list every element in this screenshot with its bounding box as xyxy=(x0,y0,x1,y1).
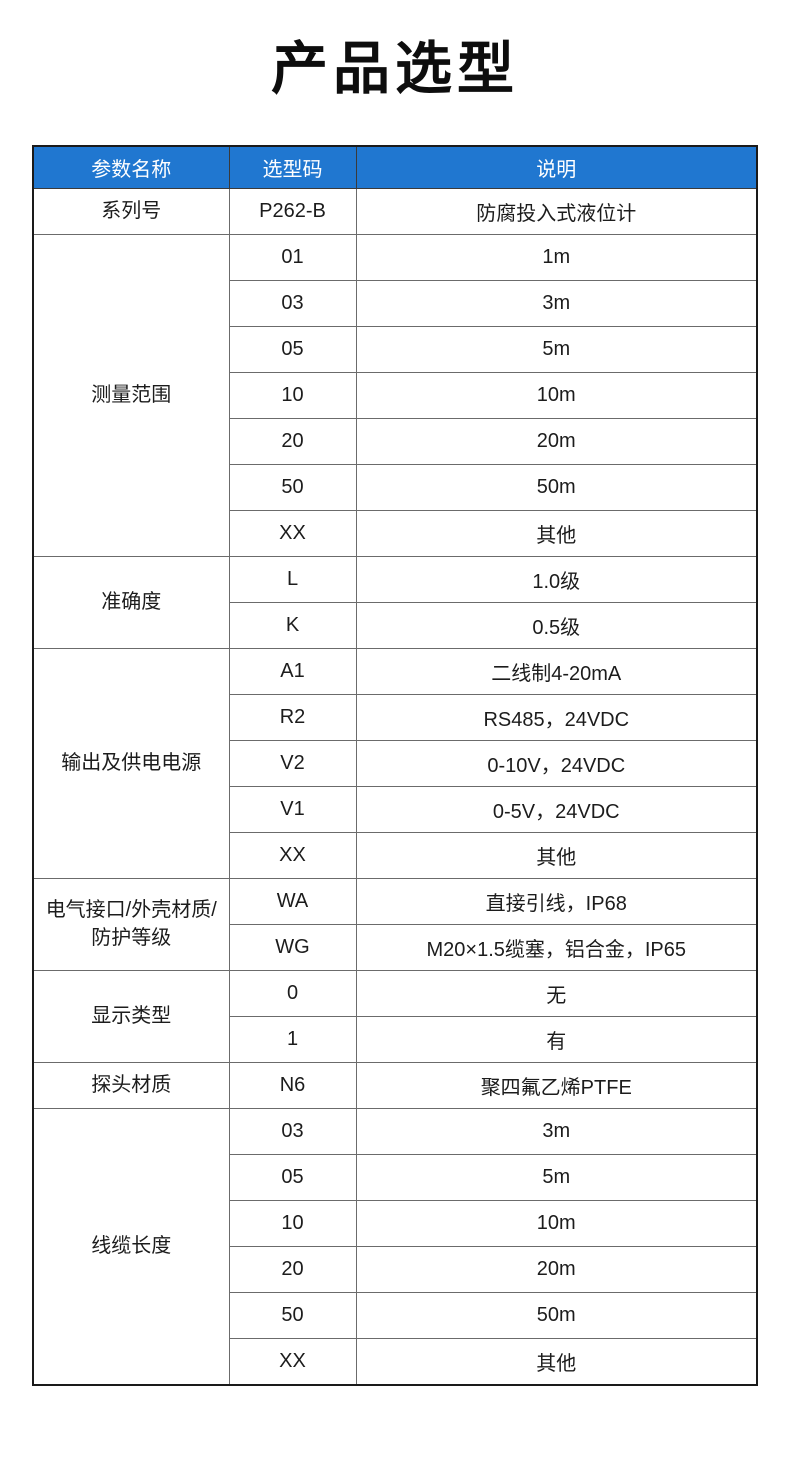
table-row: K 0.5级 xyxy=(33,601,758,649)
param-name-cell: 显示类型 xyxy=(32,969,230,1063)
type-code-cell: 05 xyxy=(228,325,357,373)
table-row: WG M20×1.5缆塞，铝合金，IP65 xyxy=(33,923,758,971)
type-code-cell: P262-B xyxy=(228,187,357,235)
param-name-cell: 准确度 xyxy=(32,555,230,649)
table-row: 10 10m xyxy=(33,371,758,419)
section-electrical-interface-housing-protection: 电气接口/外壳材质/ 防护等级 WA 直接引线，IP68 WG M20×1.5缆… xyxy=(32,877,758,971)
param-name-cell: 测量范围 xyxy=(32,233,230,557)
section-probe-material: 探头材质 N6 聚四氟乙烯PTFE xyxy=(32,1061,758,1109)
table-row: 系列号 P262-B 防腐投入式液位计 xyxy=(32,187,758,235)
table-row: 测量范围 01 1m xyxy=(32,233,758,557)
type-code-cell: A1 xyxy=(228,647,357,695)
type-code-cell: K xyxy=(228,601,357,649)
type-code-cell: WA xyxy=(228,877,357,925)
param-name-cell: 电气接口/外壳材质/ 防护等级 xyxy=(32,877,230,971)
description-cell: M20×1.5缆塞，铝合金，IP65 xyxy=(355,923,758,971)
table-row: XX 其他 xyxy=(33,1337,758,1386)
table-row: 03 3m xyxy=(33,279,758,327)
section-series-number: 系列号 P262-B 防腐投入式液位计 xyxy=(32,187,758,235)
table-row: 电气接口/外壳材质/ 防护等级 WA 直接引线，IP68 xyxy=(32,877,758,971)
description-cell: 50m xyxy=(355,463,758,511)
type-code-cell: XX xyxy=(228,1337,357,1386)
description-cell: 二线制4-20mA xyxy=(355,647,758,695)
table-header: 参数名称 选型码 说明 xyxy=(32,145,758,189)
description-cell: 有 xyxy=(355,1015,758,1063)
type-code-cell: 1 xyxy=(228,1015,357,1063)
section-measuring-range: 测量范围 01 1m 03 3m 05 5m 10 10m 20 20m 50 … xyxy=(32,233,758,557)
section-output-power-supply: 输出及供电电源 A1 二线制4-20mA R2 RS485，24VDC V2 0… xyxy=(32,647,758,879)
type-code-cell: L xyxy=(228,555,357,603)
section-display-type: 显示类型 0 无 1 有 xyxy=(32,969,758,1063)
description-cell: 防腐投入式液位计 xyxy=(355,187,758,235)
table-row: R2 RS485，24VDC xyxy=(33,693,758,741)
type-code-cell: 50 xyxy=(228,463,357,511)
description-cell: 3m xyxy=(355,279,758,327)
page-title: 产品选型 xyxy=(271,37,519,101)
description-cell: 无 xyxy=(355,969,758,1017)
type-code-cell: V2 xyxy=(228,739,357,787)
type-code-cell: 10 xyxy=(228,1199,357,1247)
param-name-cell: 探头材质 xyxy=(32,1061,230,1109)
header-col-desc: 说明 xyxy=(355,145,758,189)
type-code-cell: 01 xyxy=(228,233,357,281)
table-row: 20 20m xyxy=(33,417,758,465)
type-code-cell: 50 xyxy=(228,1291,357,1339)
description-cell: 1m xyxy=(355,233,758,281)
description-cell: 其他 xyxy=(355,509,758,557)
description-cell: 直接引线，IP68 xyxy=(355,877,758,925)
description-cell: 0-5V，24VDC xyxy=(355,785,758,833)
type-code-cell: WG xyxy=(228,923,357,971)
description-cell: 其他 xyxy=(355,1337,758,1386)
description-cell: 5m xyxy=(355,325,758,373)
type-code-cell: 10 xyxy=(228,371,357,419)
table-row: 探头材质 N6 聚四氟乙烯PTFE xyxy=(32,1061,758,1109)
table-row: 线缆长度 03 3m xyxy=(32,1107,758,1386)
table-row: 50 50m xyxy=(33,463,758,511)
type-code-cell: XX xyxy=(228,509,357,557)
type-code-cell: N6 xyxy=(228,1061,357,1109)
section-cable-length: 线缆长度 03 3m 05 5m 10 10m 20 20m 50 50m XX… xyxy=(32,1107,758,1386)
type-code-cell: V1 xyxy=(228,785,357,833)
table-row: 05 5m xyxy=(33,325,758,373)
description-cell: 5m xyxy=(355,1153,758,1201)
header-col-param: 参数名称 xyxy=(32,145,230,189)
header-col-code: 选型码 xyxy=(228,145,357,189)
description-cell: 20m xyxy=(355,417,758,465)
description-cell: 聚四氟乙烯PTFE xyxy=(355,1061,758,1109)
param-name-cell: 系列号 xyxy=(32,187,230,235)
section-accuracy: 准确度 L 1.0级 K 0.5级 xyxy=(32,555,758,649)
table-row: 显示类型 0 无 xyxy=(32,969,758,1063)
table-header-row: 参数名称 选型码 说明 xyxy=(32,145,758,189)
type-code-cell: R2 xyxy=(228,693,357,741)
type-code-cell: 20 xyxy=(228,1245,357,1293)
description-cell: 50m xyxy=(355,1291,758,1339)
table-row: XX 其他 xyxy=(33,831,758,879)
type-code-cell: 03 xyxy=(228,279,357,327)
type-code-cell: 20 xyxy=(228,417,357,465)
table-row: XX 其他 xyxy=(33,509,758,557)
type-code-cell: XX xyxy=(228,831,357,879)
table-row: V1 0-5V，24VDC xyxy=(33,785,758,833)
description-cell: 0.5级 xyxy=(355,601,758,649)
product-selection-table: 参数名称 选型码 说明 系列号 P262-B 防腐投入式液位计 测量范围 01 … xyxy=(32,144,758,1386)
description-cell: 3m xyxy=(355,1107,758,1155)
type-code-cell: 03 xyxy=(228,1107,357,1155)
description-cell: 10m xyxy=(355,1199,758,1247)
description-cell: 1.0级 xyxy=(355,555,758,603)
table-row: 准确度 L 1.0级 xyxy=(32,555,758,649)
description-cell: 20m xyxy=(355,1245,758,1293)
table-row: 10 10m xyxy=(33,1199,758,1247)
description-cell: RS485，24VDC xyxy=(355,693,758,741)
description-cell: 其他 xyxy=(355,831,758,879)
type-code-cell: 0 xyxy=(228,969,357,1017)
table-row: 1 有 xyxy=(33,1015,758,1063)
param-name-cell: 输出及供电电源 xyxy=(32,647,230,879)
description-cell: 0-10V，24VDC xyxy=(355,739,758,787)
table-row: 50 50m xyxy=(33,1291,758,1339)
table-row: 输出及供电电源 A1 二线制4-20mA xyxy=(32,647,758,879)
type-code-cell: 05 xyxy=(228,1153,357,1201)
description-cell: 10m xyxy=(355,371,758,419)
param-name-cell: 线缆长度 xyxy=(32,1107,230,1386)
